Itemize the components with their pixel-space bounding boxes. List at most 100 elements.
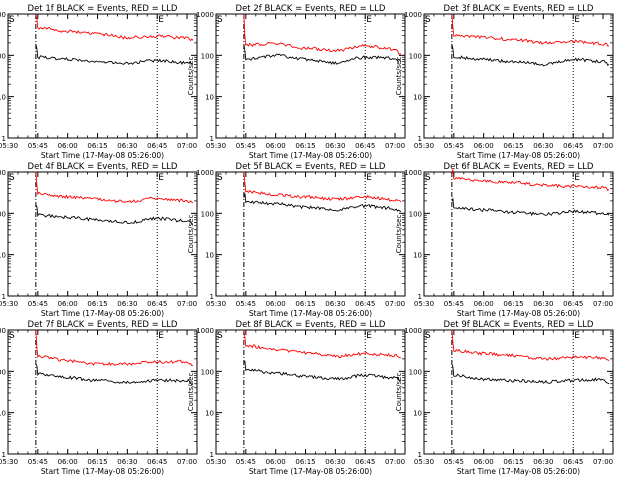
series-line-red [451,13,610,47]
x-tick-label: 06:15 [87,142,107,150]
x-tick-label: 06:30 [117,458,137,466]
y-tick-label: 100 [0,52,6,60]
chart-title: Det 3f BLACK = Events, RED = LLD [444,4,594,14]
y-tick-label: 1000 [404,327,422,335]
plot-frame [215,329,406,455]
x-tick-label: 05:45 [236,458,256,466]
x-tick-label: 07:00 [385,300,405,308]
marker-label-s: S [425,331,431,341]
x-tick-label: 06:45 [147,142,167,150]
plot-frame [423,13,614,139]
y-tick-label: 1000 [196,169,214,177]
y-tick-label: 100 [0,368,6,376]
chart-panel-det-3: Det 3f BLACK = Events, RED = LLD Counts/s… [395,4,614,160]
x-axis-label: Start Time (17-May-08 05:26:00) [41,467,164,476]
y-tick-label: 1 [210,293,214,301]
series-line-red [35,329,194,367]
y-tick-label: 1000 [0,11,6,19]
x-tick-label: 07:00 [593,458,613,466]
x-tick-label: 05:30 [0,300,18,308]
marker-label-e: E [158,331,164,341]
chart-panel-det-6: Det 6f BLACK = Events, RED = LLD Counts/s… [395,162,614,318]
x-tick-label: 07:00 [385,142,405,150]
y-tick-label: 10 [205,410,214,418]
marker-label-s: S [9,331,15,341]
x-tick-label: 05:30 [414,300,434,308]
marker-label-s: S [217,331,223,341]
y-tick-label: 1 [210,135,214,143]
y-tick-label: 10 [413,252,422,260]
chart-title: Det 7f BLACK = Events, RED = LLD [28,320,178,330]
y-tick-label: 1000 [196,11,214,19]
y-axis-label: Counts/sec [395,57,403,96]
y-tick-label: 1 [2,135,6,143]
x-tick-label: 06:30 [117,300,137,308]
y-tick-label: 10 [0,94,6,102]
x-tick-label: 05:45 [28,142,48,150]
y-axis-label: Counts/sec [187,373,195,412]
x-tick-label: 07:00 [593,142,613,150]
y-tick-label: 1 [418,293,422,301]
y-axis-label: Counts/sec [187,215,195,254]
series-line-black [243,360,402,382]
series-line-red [451,168,610,192]
x-tick-label: 06:30 [533,300,553,308]
plot-frame [7,171,198,297]
chart-title: Det 6f BLACK = Events, RED = LLD [444,162,594,172]
x-axis-label: Start Time (17-May-08 05:26:00) [249,151,372,160]
plot-frame [7,13,198,139]
plot-frame [7,329,198,455]
x-tick-label: 06:45 [563,142,583,150]
chart-panel-det-7: Det 7f BLACK = Events, RED = LLD Counts/s… [0,320,198,476]
marker-label-e: E [366,331,372,341]
marker-label-e: E [574,173,580,183]
chart-panel-det-9: Det 9f BLACK = Events, RED = LLD Counts/s… [395,320,614,476]
x-tick-label: 05:45 [444,142,464,150]
x-tick-label: 06:15 [503,300,523,308]
marker-label-s: S [425,15,431,25]
x-tick-label: 06:30 [533,142,553,150]
y-tick-label: 1000 [404,11,422,19]
y-tick-label: 100 [409,210,422,218]
y-tick-label: 100 [0,210,6,218]
series-line-red [35,13,194,42]
marker-label-s: S [425,173,431,183]
y-axis-label: Counts/sec [187,57,195,96]
plot-frame [215,171,406,297]
x-tick-label: 06:00 [474,142,494,150]
x-tick-label: 06:45 [355,458,375,466]
marker-label-e: E [366,15,372,25]
x-tick-label: 07:00 [593,300,613,308]
y-tick-label: 1000 [196,327,214,335]
y-tick-label: 100 [409,368,422,376]
x-tick-label: 06:45 [147,458,167,466]
x-tick-label: 05:45 [236,142,256,150]
chart-panel-det-5: Det 5f BLACK = Events, RED = LLD Counts/s… [187,162,406,318]
series-line-red [243,13,402,55]
series-line-black [35,44,194,65]
y-axis-label: Counts/sec [395,215,403,254]
y-tick-label: 100 [201,52,214,60]
x-tick-label: 06:00 [266,300,286,308]
x-tick-label: 06:45 [563,458,583,466]
x-tick-label: 06:45 [355,142,375,150]
x-tick-label: 06:15 [295,458,315,466]
y-tick-label: 1 [210,451,214,459]
series-line-black [243,44,402,65]
x-tick-label: 07:00 [385,458,405,466]
marker-label-s: S [9,15,15,25]
x-axis-label: Start Time (17-May-08 05:26:00) [249,467,372,476]
x-tick-label: 05:30 [0,458,18,466]
x-tick-label: 07:00 [177,458,197,466]
y-tick-label: 100 [201,210,214,218]
series-line-black [451,197,610,217]
chart-title: Det 8f BLACK = Events, RED = LLD [236,320,386,330]
x-tick-label: 05:45 [444,458,464,466]
x-tick-label: 05:30 [414,142,434,150]
plot-frame [423,329,614,455]
x-tick-label: 06:00 [474,300,494,308]
x-tick-label: 06:15 [87,300,107,308]
x-tick-label: 06:15 [503,458,523,466]
series-line-black [35,204,193,225]
